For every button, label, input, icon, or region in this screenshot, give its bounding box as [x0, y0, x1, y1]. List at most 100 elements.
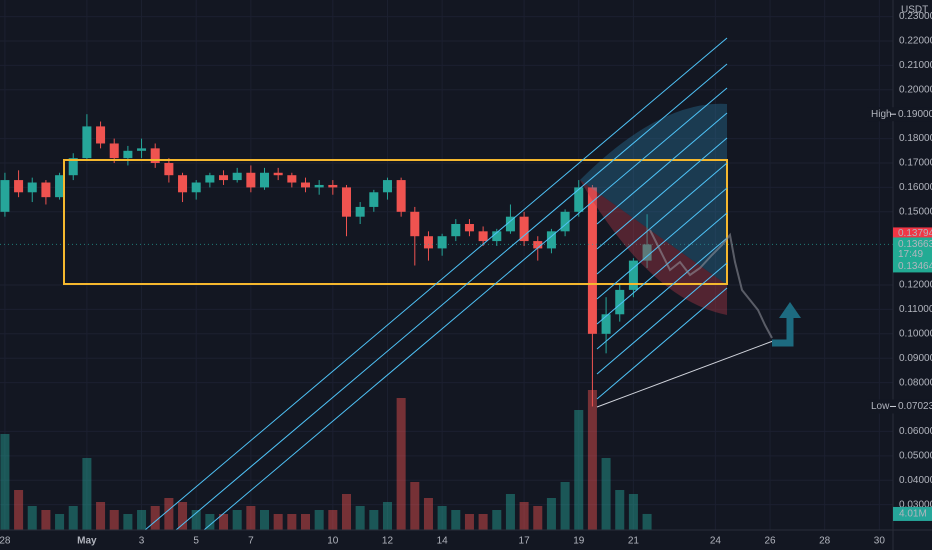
- x-tick-label: 5: [193, 536, 199, 547]
- candle-body: [396, 180, 406, 212]
- y-tick-label: 0.22000: [899, 36, 932, 47]
- candle-body: [219, 175, 229, 181]
- volume-bar: [219, 514, 229, 530]
- volume-bar: [628, 494, 638, 530]
- volume-bar: [341, 494, 351, 530]
- price-label-value: 0.07023: [898, 401, 932, 412]
- pitchfork: [144, 37, 728, 531]
- fan-upper: [580, 103, 727, 285]
- candle-body: [314, 184, 324, 188]
- candle-body: [27, 182, 37, 193]
- volume-bar: [273, 514, 283, 530]
- candle-body: [246, 172, 256, 188]
- channel-line: [203, 87, 728, 531]
- candle-body: [615, 289, 625, 315]
- volume-bar: [328, 510, 338, 530]
- channel-line: [596, 237, 728, 350]
- y-tick-label: 0.04000: [899, 475, 932, 486]
- y-tick-label: 0.16000: [899, 182, 932, 193]
- volume-label-box: [893, 506, 932, 521]
- price-label-box: [893, 237, 932, 262]
- volume-bar: [68, 506, 78, 530]
- volume-bar: [505, 494, 515, 530]
- fan-lower: [580, 180, 727, 315]
- candle-body: [601, 314, 611, 334]
- volume-bar: [560, 482, 570, 530]
- y-tick-label: 0.03000: [899, 499, 932, 510]
- price-label-value: 0.19000: [898, 109, 932, 120]
- volume-bar: [464, 514, 474, 530]
- x-tick-label: 28: [819, 536, 831, 547]
- x-tick-label: 3: [139, 536, 145, 547]
- x-tick-label: 30: [874, 536, 886, 547]
- candle-body: [478, 231, 488, 242]
- volume-bar: [82, 458, 92, 530]
- candle-body: [150, 148, 160, 164]
- candle-body: [260, 172, 270, 188]
- volume-bar: [492, 510, 502, 530]
- candle-body: [642, 244, 652, 261]
- x-tick-label: 7: [248, 536, 254, 547]
- candle-body: [55, 175, 65, 198]
- volume-bar: [451, 510, 461, 530]
- candle-body: [574, 187, 584, 212]
- volume-bar: [355, 506, 365, 530]
- volume-bar: [615, 490, 625, 530]
- candle-body: [410, 211, 420, 237]
- candle-body: [205, 175, 215, 183]
- price-label-box: [893, 399, 932, 414]
- candle-body: [82, 126, 92, 159]
- range-box: [63, 159, 728, 285]
- volume-bar: [205, 514, 215, 530]
- volume-bar: [437, 506, 447, 530]
- channel-line: [596, 137, 728, 250]
- x-tick-label: 28: [0, 536, 11, 547]
- candle-body: [68, 158, 78, 176]
- candle-body: [273, 172, 283, 176]
- y-tick-label: 0.10000: [899, 328, 932, 339]
- candle-body: [382, 180, 392, 193]
- volume-bar: [423, 498, 433, 530]
- volume-bar: [232, 510, 242, 530]
- candle-body: [505, 216, 515, 232]
- volume-bar: [410, 482, 420, 530]
- price-countdown: 17:49: [898, 249, 923, 260]
- candle-body: [533, 241, 543, 249]
- x-tick-label: May: [77, 536, 97, 547]
- trend-line: [596, 340, 774, 408]
- volume-label: 4.01M: [899, 509, 927, 520]
- candle-body: [96, 126, 106, 144]
- y-tick-label: 0.17000: [899, 158, 932, 169]
- volume-bar: [123, 514, 133, 530]
- y-tick-label: 0.06000: [899, 426, 932, 437]
- y-tick-label: 0.20000: [899, 84, 932, 95]
- y-tick-label: 0.11000: [899, 304, 932, 315]
- drawings: [63, 37, 801, 531]
- volume-bar: [178, 502, 188, 530]
- volume-bar: [587, 390, 597, 530]
- x-tick-label: 10: [327, 536, 339, 547]
- price-label-name: Low: [871, 401, 890, 412]
- candle-body: [492, 231, 502, 242]
- candle-body: [464, 224, 474, 232]
- candle-body: [560, 211, 570, 232]
- volume-bar: [396, 398, 406, 530]
- channel-line: [596, 287, 728, 400]
- price-label-box: [893, 107, 932, 122]
- candle-body: [178, 175, 188, 193]
- price-axis: [893, 0, 932, 550]
- price-label-name-box: [867, 107, 893, 122]
- channel-line: [175, 63, 728, 531]
- candle-body: [437, 236, 447, 249]
- candle-body: [369, 192, 379, 207]
- volume-bar: [14, 490, 24, 530]
- volume-bar: [164, 498, 174, 530]
- candle-body: [451, 224, 461, 237]
- candle-body: [41, 182, 51, 198]
- y-tick-label: 0.15000: [899, 206, 932, 217]
- candle-body: [287, 175, 297, 183]
